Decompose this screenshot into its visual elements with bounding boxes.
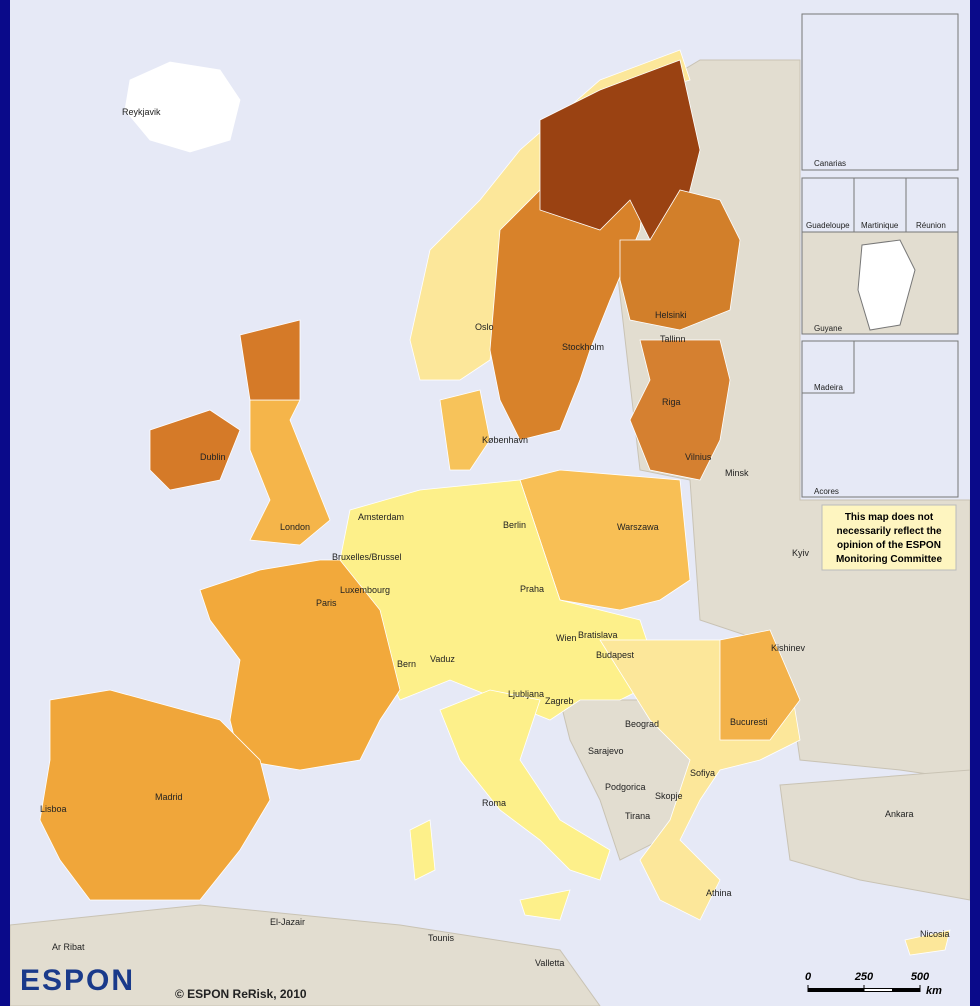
city: Bucuresti [730, 717, 768, 727]
inset-label: Martinique [861, 221, 899, 230]
disclaimer-line: opinion of the ESPON [837, 540, 941, 551]
city: Skopje [655, 791, 683, 801]
city: Ankara [885, 809, 914, 819]
city: Tirana [625, 811, 650, 821]
city: Luxembourg [340, 585, 390, 595]
disclaimer-line: This map does not [845, 512, 934, 523]
city: Kishinev [771, 643, 806, 653]
city: Minsk [725, 468, 749, 478]
inset-label: Madeira [814, 383, 843, 392]
copyright: © ESPON ReRisk, 2010 [175, 987, 307, 1001]
inset-label: Acores [814, 487, 839, 496]
city: Riga [662, 397, 681, 407]
city: Beograd [625, 719, 659, 729]
city: Madrid [155, 792, 183, 802]
city: Zagreb [545, 696, 574, 706]
frame-left [0, 0, 10, 1006]
frame-right [970, 0, 980, 1006]
insets [801, 13, 959, 571]
city: København [482, 435, 528, 445]
city: Valletta [535, 958, 564, 968]
city: Amsterdam [358, 512, 404, 522]
city: Warszawa [617, 522, 659, 532]
scale-unit: km [926, 985, 942, 997]
city: Ar Ribat [52, 942, 85, 952]
city: Sarajevo [588, 746, 624, 756]
city: Reykjavik [122, 107, 161, 117]
scale-tick-label: 250 [854, 971, 874, 983]
city: Bratislava [578, 630, 618, 640]
city: Roma [482, 798, 506, 808]
scale-tick-label: 0 [805, 971, 812, 983]
scale-tick-label: 500 [911, 971, 930, 983]
city-labels: Reykjavik Oslo Stockholm Helsinki Tallin… [40, 107, 950, 968]
city: Podgorica [605, 782, 646, 792]
inset-label: Guadeloupe [806, 221, 850, 230]
inset-label: Guyane [814, 324, 843, 333]
city: Berlin [503, 520, 526, 530]
city: Lisboa [40, 804, 67, 814]
city: London [280, 522, 310, 532]
city: Wien [556, 633, 577, 643]
inset-label: Canarias [814, 159, 846, 168]
city: Tallinn [660, 334, 686, 344]
city: Ljubljana [508, 689, 544, 699]
city: Tounis [428, 933, 455, 943]
city: Sofiya [690, 768, 715, 778]
city: Kyiv [792, 548, 810, 558]
city: Paris [316, 598, 337, 608]
city: Bern [397, 659, 416, 669]
city: Dublin [200, 452, 226, 462]
disclaimer-line: necessarily reflect the [836, 526, 941, 537]
city: Budapest [596, 650, 635, 660]
city: Nicosia [920, 929, 950, 939]
scale-bar: 0 250 500 km [805, 971, 942, 997]
city: Oslo [475, 322, 494, 332]
regions [39, 49, 951, 956]
scale-bar-segment [864, 989, 892, 991]
logo: ESPON [20, 964, 135, 997]
city: Helsinki [655, 310, 687, 320]
city: Athina [706, 888, 732, 898]
disclaimer-line: Monitoring Committee [836, 554, 943, 565]
inset-label: Réunion [916, 221, 946, 230]
disclaimer: This map does not necessarily reflect th… [836, 512, 943, 565]
city: Bruxelles/Brussel [332, 552, 402, 562]
city: Vaduz [430, 654, 455, 664]
city: Stockholm [562, 342, 604, 352]
city: Vilnius [685, 452, 712, 462]
city: El-Jazair [270, 917, 305, 927]
inset-labels: Canarias Guadeloupe Martinique Réunion G… [806, 159, 946, 496]
city: Praha [520, 584, 544, 594]
